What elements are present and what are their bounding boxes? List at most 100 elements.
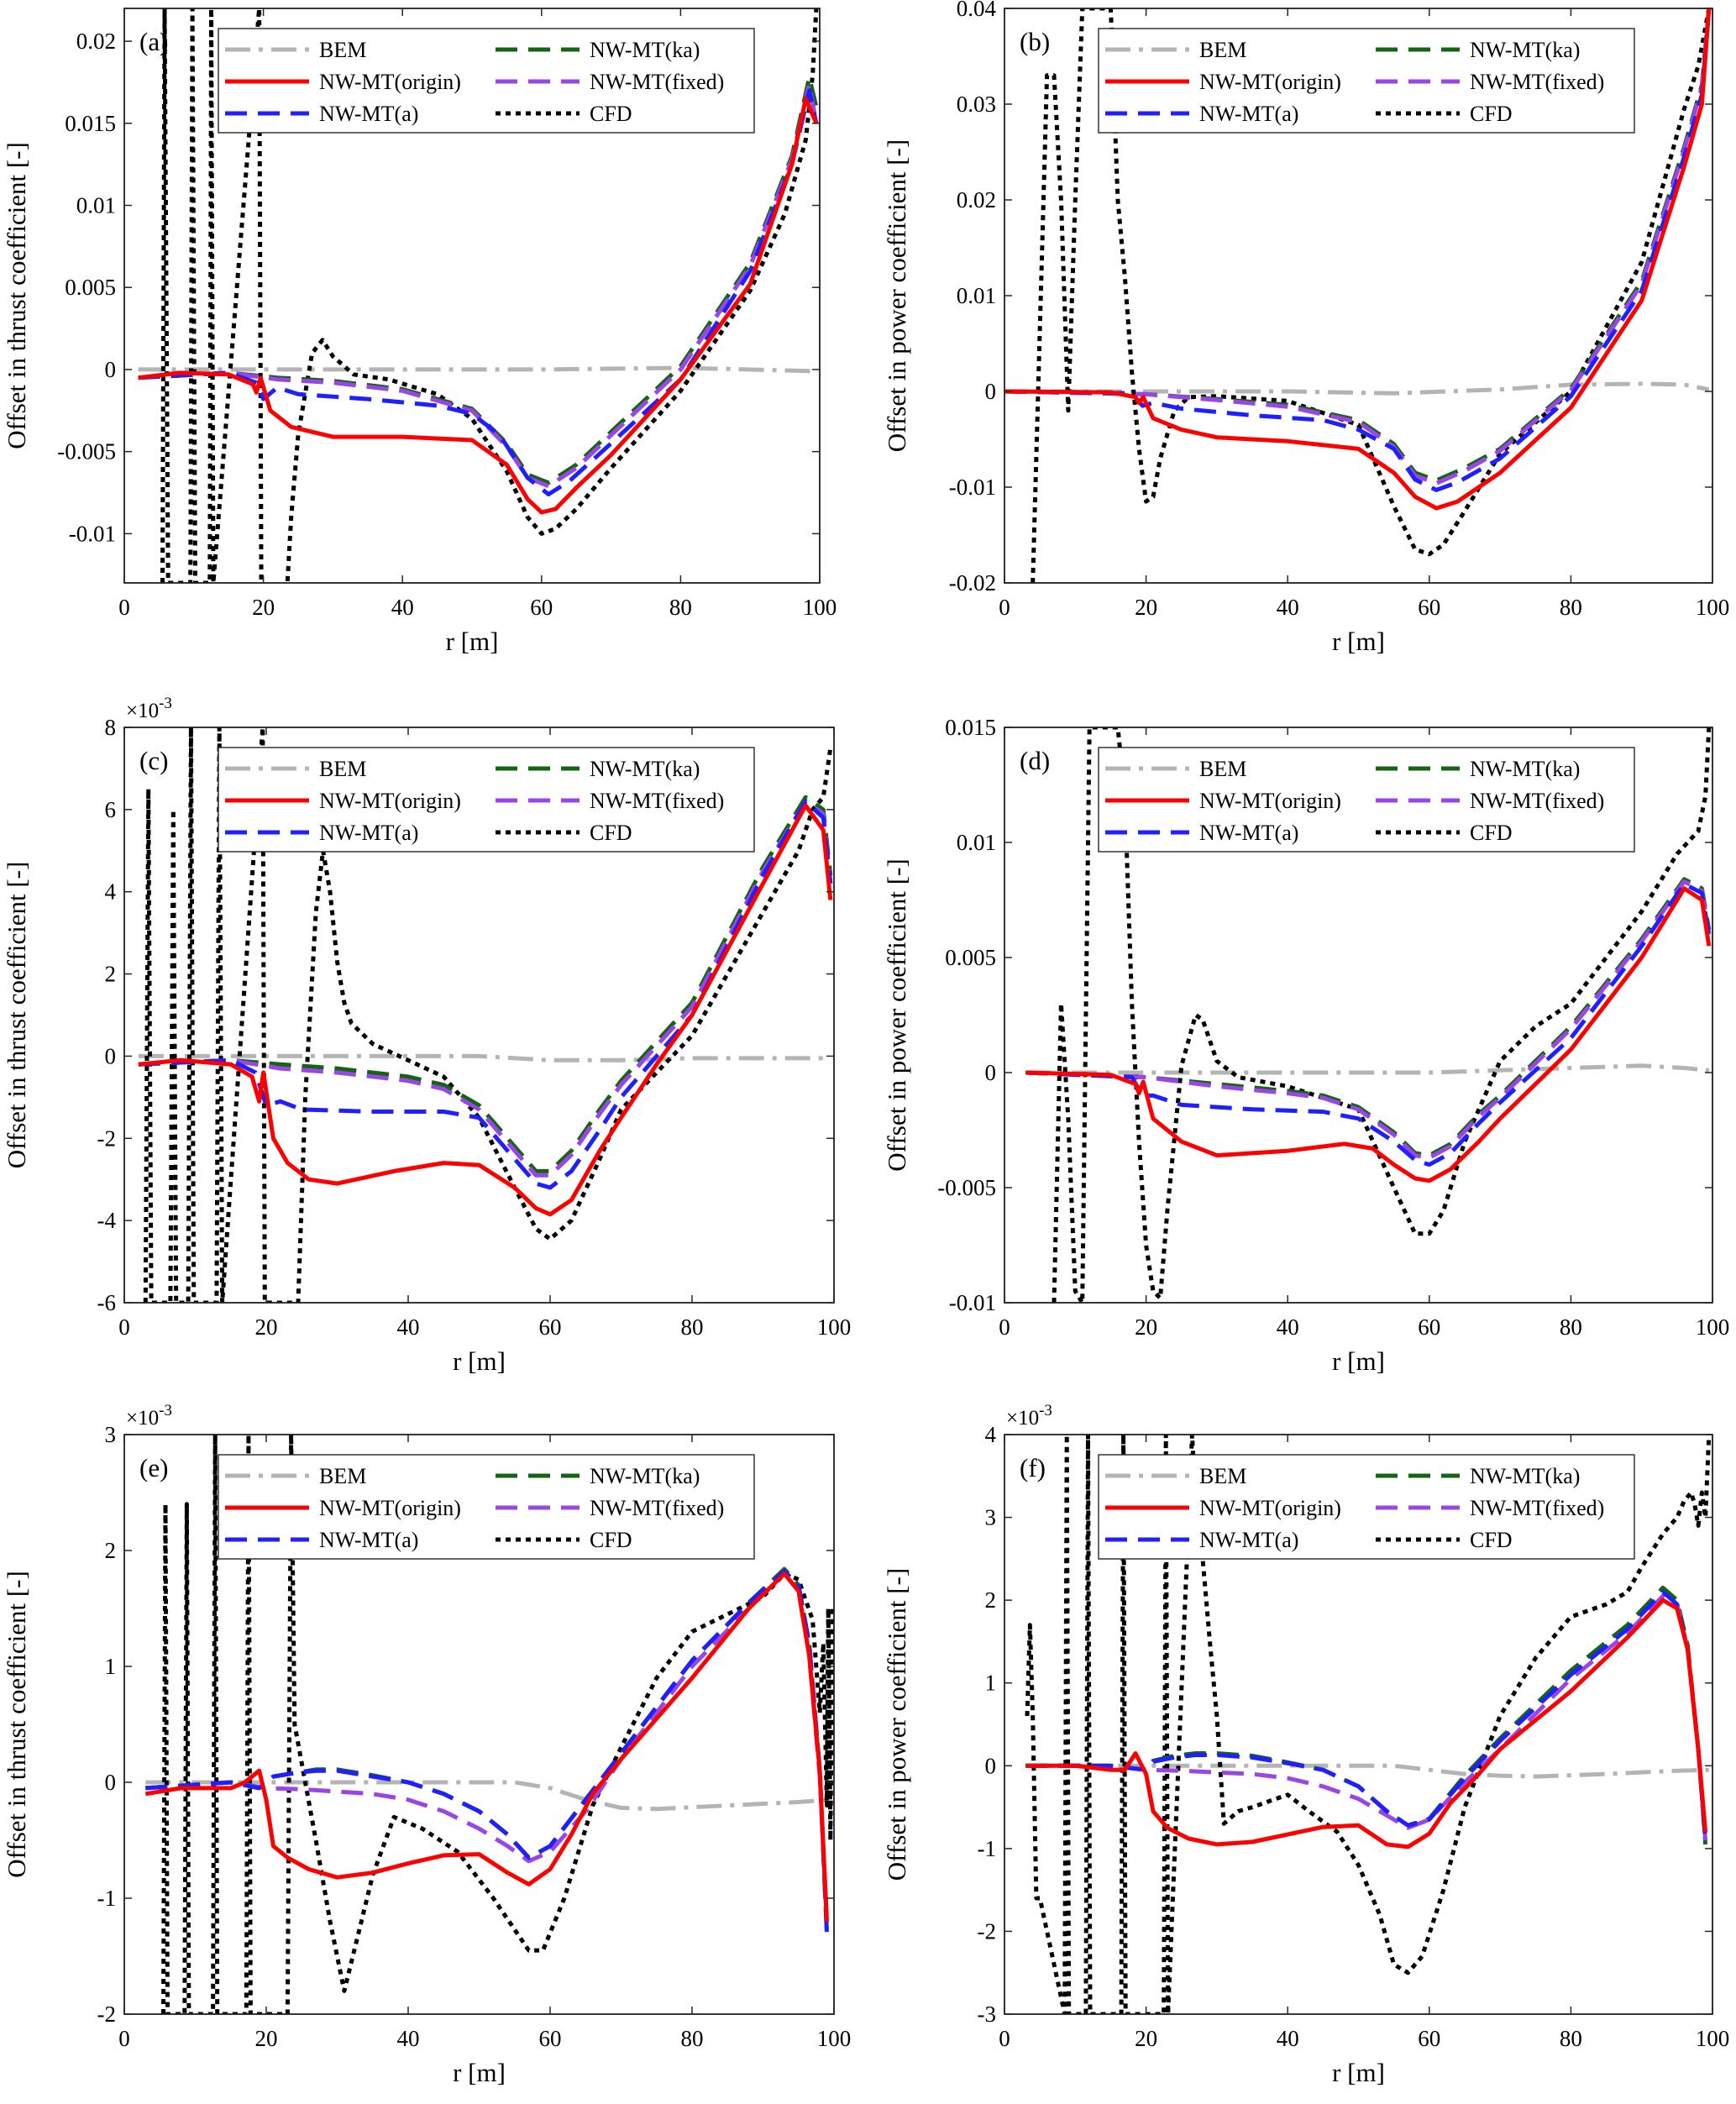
legend-entry-label: NW-MT(origin) [1199,1496,1341,1520]
x-tick-label: 40 [1277,1314,1299,1340]
x-tick-label: 100 [1696,2026,1730,2051]
panel-label: (d) [1020,746,1050,775]
y-tick-label: 0 [105,1043,117,1068]
x-tick-label: 20 [252,595,275,620]
y-tick-label: 1 [985,1671,997,1696]
series-line-bem [1004,381,1710,396]
panel-label: (f) [1020,1453,1046,1482]
legend-entry-label: NW-MT(origin) [319,789,461,813]
y-tick-label: 0.03 [957,92,996,117]
y-tick-label: 0.04 [957,0,997,21]
legend-entry-label: CFD [1470,821,1513,845]
series-line-bem [138,365,816,374]
panel-f: 0 20 40 60 80 100 -3 -2 -1 0 1 2 3 4 ×10-3 r [m] Offset … [882,1402,1729,2087]
y-tick-label: -3 [978,2002,997,2027]
y-tick-label: 0 [105,1770,117,1795]
x-tick-label: 60 [1418,1314,1440,1340]
x-tick-label: 0 [118,595,130,620]
y-axis-label: Offset in power coefficient [-] [882,1568,911,1881]
y-tick-label: -2 [97,2002,117,2027]
y-axis-label: Offset in power coefficient [-] [882,139,911,452]
x-axis-label: r [m] [453,1346,506,1376]
x-axis-label: r [m] [1332,627,1385,656]
legend-entry-label: NW-MT(ka) [590,757,700,781]
series-line-cfd [161,1435,834,2014]
legend-entry-label: NW-MT(fixed) [1470,70,1604,94]
y-tick-label: 8 [105,715,117,740]
legend-entry-label: NW-MT(a) [1199,821,1298,845]
x-tick-label: 100 [817,2026,852,2051]
x-tick-label: 80 [681,1314,704,1340]
x-tick-label: 0 [118,2026,130,2051]
x-tick-label: 20 [1135,595,1157,620]
series-line-nw-mt-a [145,1569,829,1933]
series-line-nw-mt-origin [1004,8,1712,511]
legend-entry-label: BEM [319,38,366,62]
x-tick-label: 40 [397,1314,420,1340]
y-tick-label: 4 [985,1422,997,1447]
y-tick-label: -1 [97,1886,117,1911]
x-tick-label: 80 [681,2026,704,2051]
y-axis-label: Offset in power coefficient [-] [882,858,911,1171]
y-tick-label: 1 [105,1654,117,1679]
legend-entry-label: NW-MT(ka) [1470,38,1580,62]
series-line-nw-mt-a [1025,881,1712,1167]
series-line-nw-mt-ka [138,795,833,1173]
legend-entry-label: CFD [590,102,632,126]
legend-entry-label: NW-MT(ka) [590,1464,700,1488]
y-tick-label: 0.02 [76,29,116,54]
x-tick-label: 80 [1560,1314,1582,1340]
panel-label: (a) [139,27,168,56]
y-tick-label: 0.02 [957,187,996,212]
legend-entry-label: NW-MT(fixed) [590,789,724,813]
legend-entry-label: NW-MT(a) [1199,1528,1298,1552]
legend-entry-label: BEM [1199,1464,1246,1488]
panel-a: 0 20 40 60 80 100 -0.01 -0.005 0 0.005 0.01 0.015 0.… [2,8,837,656]
x-tick-label: 80 [1560,595,1582,620]
x-axis-label: r [m] [446,627,499,656]
legend-entry-label: BEM [319,1464,366,1488]
y-tick-label: 2 [105,1538,117,1563]
legend-entry-label: NW-MT(a) [319,102,418,126]
series-line-cfd [143,727,833,1303]
series-line-cfd [1052,727,1712,1303]
legend: BEM NW-MT(ka) NW-MT(origin) NW-MT(fixed) NW-… [218,1454,755,1560]
series-line-cfd [160,8,819,583]
legend-entry-label: BEM [319,757,366,781]
y-tick-label: -1 [978,1836,997,1861]
x-tick-label: 60 [1418,595,1440,620]
legend-entry-label: NW-MT(origin) [319,1496,461,1520]
series-line-nw-mt-a [1025,1589,1708,1841]
x-tick-label: 40 [1277,2026,1299,2051]
y-tick-label: 0 [985,1060,997,1085]
y-tick-label: -2 [97,1125,117,1151]
x-tick-label: 40 [1277,595,1299,620]
y-tick-label: -0.01 [949,475,996,500]
x-tick-label: 60 [539,1314,562,1340]
y-tick-label: 0 [985,379,997,404]
y-axis-exponent: ×10-3 [126,695,172,722]
x-tick-label: 100 [1696,595,1730,620]
legend-entry-label: NW-MT(a) [319,821,418,845]
series-line-nw-mt-origin [144,1571,829,1922]
series-line-nw-mt-fixed [1025,1593,1708,1841]
x-tick-label: 20 [255,1314,278,1340]
legend-entry-label: BEM [1199,38,1246,62]
y-tick-label: 0.015 [945,715,996,740]
series-line-bem [1025,1763,1709,1779]
legend: BEM NW-MT(ka) NW-MT(origin) NW-MT(fixed) NW-… [1098,747,1635,853]
x-tick-label: 100 [817,1314,852,1340]
y-tick-label: -0.005 [937,1175,996,1200]
series-line-nw-mt-a [138,88,819,496]
series-line-bem [138,1053,831,1062]
y-tick-label: -2 [978,1918,997,1944]
y-axis-label: Offset in thrust coefficient [-] [2,142,31,449]
legend-entry-label: CFD [1470,102,1513,126]
y-tick-label: 2 [985,1587,997,1613]
legend: BEM NW-MT(ka) NW-MT(origin) NW-MT(fixed) NW-… [218,28,755,134]
series-line-bem [1025,1063,1710,1075]
x-tick-label: 60 [530,595,553,620]
x-tick-label: 0 [999,2026,1010,2051]
x-tick-label: 0 [999,595,1010,620]
y-tick-label: 0.01 [76,193,116,218]
